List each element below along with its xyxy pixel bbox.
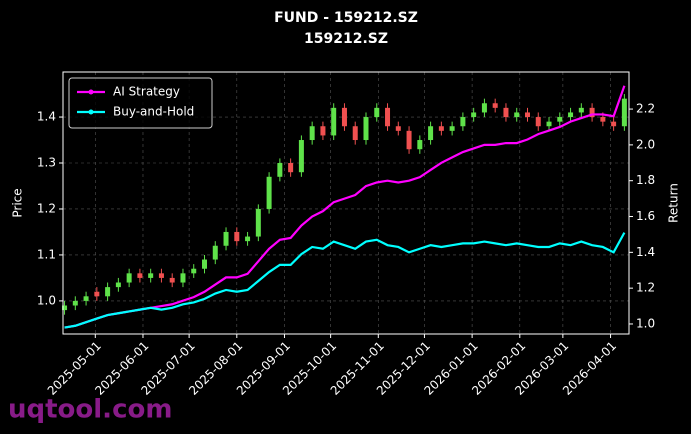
candle-body [277,163,283,177]
legend-label: Buy-and-Hold [113,105,194,119]
candle-body [514,112,520,118]
candle-body [395,126,401,131]
candle-body [568,112,574,118]
candle-body [363,117,369,141]
legend-marker [88,89,94,95]
candle-body [621,98,627,127]
y-tick-label: 1.1 [37,247,56,261]
chart-title: FUND - 159212.SZ [274,10,418,26]
candle-body [309,126,315,141]
y-tick-label: 1.0 [37,293,56,307]
candle-body [202,259,207,269]
candle-body [460,117,466,127]
candle-body [180,273,186,283]
candle-body [62,305,68,311]
candle-body [546,121,552,127]
y-tick-label: 1.4 [37,110,56,124]
candle-body [94,291,100,297]
candle-body [438,126,444,131]
candle-body [492,103,498,108]
y-tick-label: 1.2 [37,201,56,215]
legend-box [68,77,213,129]
y2-tick-label: 1.0 [636,316,655,330]
y2-tick-label: 1.8 [636,173,655,187]
candle-body [331,107,337,136]
candle-body [428,126,434,141]
candle-body [288,163,294,173]
watermark: uqtool.com [8,395,172,425]
candle-body [266,176,272,209]
candle-body [234,231,240,242]
candle-body [385,107,391,127]
candle-body [471,112,477,118]
candle-body [72,300,78,306]
y2-tick-label: 1.6 [636,209,655,223]
candle-body [255,208,261,237]
candle-body [105,287,111,297]
candle-body [148,273,154,278]
candle-body [341,107,347,127]
candle-body [212,245,218,260]
candle-body [557,117,563,122]
candle-body [589,107,595,118]
candle-body [298,140,304,173]
y-axis-label: Price [11,188,25,217]
candle-body [126,273,132,283]
candle-body [600,117,606,122]
candle-body [524,112,530,118]
plot-frame [62,71,630,335]
candle-body [115,282,121,288]
legend-marker [88,109,94,115]
candle-body [611,121,617,127]
candle-body [535,117,541,127]
candle-body [320,126,326,136]
candle-body [83,296,89,301]
series-line [64,232,626,329]
y2-tick-label: 1.4 [636,245,655,259]
candle-body [158,273,164,278]
y2-tick-label: 2.2 [636,102,655,116]
candle-body [223,231,229,246]
candle-body [245,236,251,242]
candle-body [578,107,584,113]
candle-body [503,107,509,118]
candle-body [137,273,143,278]
y2-tick-label: 1.2 [636,281,655,295]
candle-body [374,107,380,118]
candle-body [417,140,423,150]
y-tick-label: 1.3 [37,156,56,170]
candle-body [352,126,358,141]
y2-axis-label: Return [667,183,681,223]
legend-label: AI Strategy [113,85,180,99]
y2-tick-label: 2.0 [636,137,655,151]
candle-body [406,130,412,150]
candle-body [191,268,197,274]
series-line [64,85,626,329]
candle-body [169,277,175,283]
candle-body [449,126,455,131]
chart-subtitle: 159212.SZ [304,31,388,47]
candle-body [481,103,487,113]
